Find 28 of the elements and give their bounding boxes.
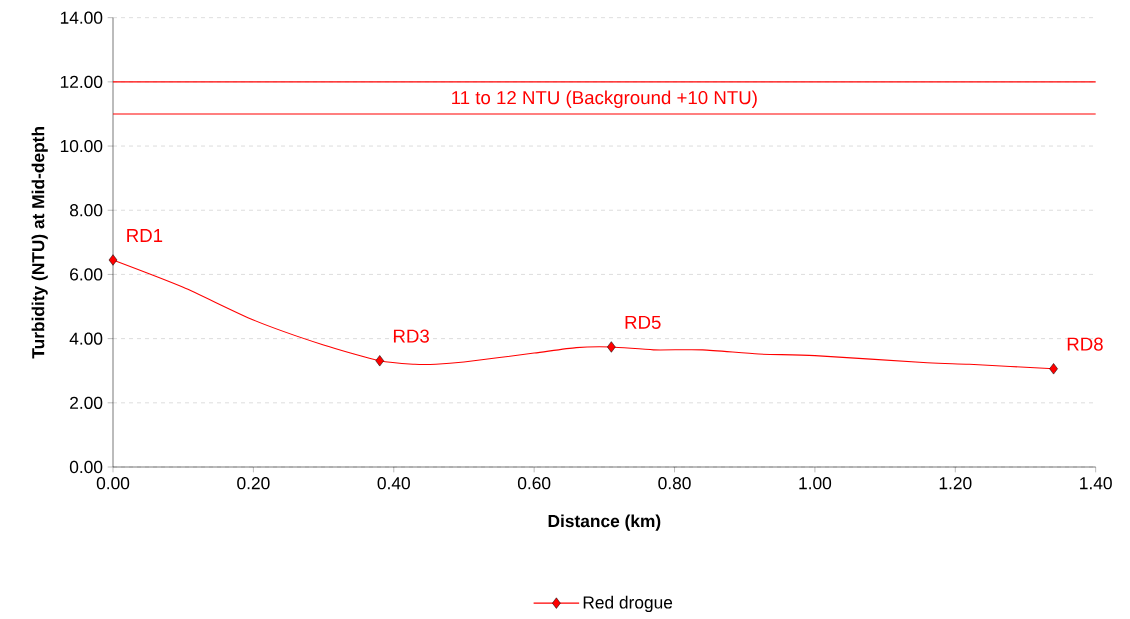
x-tick-label: 1.40	[1080, 477, 1112, 490]
x-tick-label: 0.00	[96, 477, 130, 490]
point	[1049, 363, 1058, 375]
y-tick-label: 6.00	[70, 268, 103, 281]
point	[375, 355, 384, 367]
y-tick-label: 8.00	[69, 204, 103, 217]
x-tick-label: 0.60	[517, 477, 551, 490]
ref-line-label: 11 to 12 NTU (Background +10 NTU)	[452, 90, 757, 108]
y-tick-label: 14.00	[60, 11, 103, 24]
x-tick-label: 1.20	[939, 477, 972, 490]
x-tick-label: 0.40	[377, 477, 410, 490]
x-tick-label: 0.20	[237, 477, 270, 490]
y-tick-label: 0.00	[69, 460, 103, 474]
annotation: RD5	[625, 315, 661, 329]
annotation: RD3	[393, 329, 429, 343]
y-axis-title: Turbidity (NTU) at Mid-depth	[31, 127, 48, 359]
legend-label: Red drogue	[583, 595, 673, 613]
y-tick-label: 10.00	[60, 139, 103, 153]
point	[607, 341, 616, 353]
annotation: RD8	[1067, 337, 1103, 351]
y-tick-label: 2.00	[70, 396, 103, 409]
point	[108, 254, 118, 266]
x-tick-label: 0.80	[658, 477, 691, 490]
y-tick-label: 12.00	[60, 75, 103, 88]
x-tick-label: 1.00	[799, 477, 832, 490]
x-axis-title: Distance (km)	[548, 514, 661, 531]
y-tick-label: 4.00	[69, 332, 103, 345]
annotation: RD1	[127, 229, 163, 242]
